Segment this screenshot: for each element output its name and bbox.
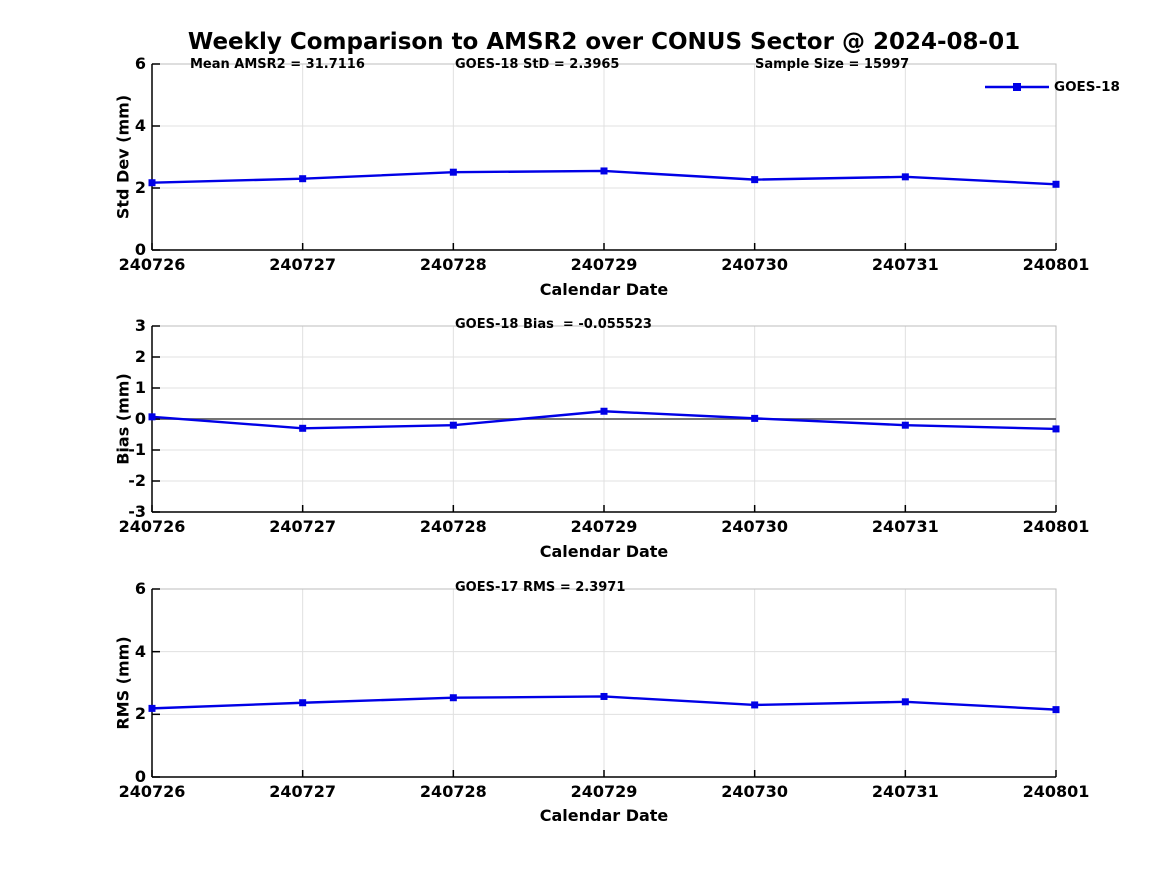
annotation-sample-size: Sample Size = 15997 [755,57,910,72]
y-tick-label: 2 [134,704,146,724]
x-tick-label: 240727 [269,255,337,274]
y-tick-label: 6 [134,54,146,73]
legend-label-goes18: GOES-18 [1054,79,1120,95]
y-tick-label: 0 [134,767,146,786]
x-tick-label: 240730 [721,255,789,274]
x-tick-label: 240731 [871,517,939,536]
x-tick-label: 240727 [269,782,337,801]
y-tick-label: -1 [128,440,146,459]
y-tick-label: -2 [128,471,146,490]
x-tick-label: 240726 [118,782,186,801]
y-tick-label: 0 [134,409,146,428]
annotation-goes18-bias: GOES-18 Bias = -0.055523 [455,317,652,332]
y-tick-label: 0 [134,240,146,259]
annotation-goes17-rms: GOES-17 RMS = 2.3971 [455,580,626,595]
chart-title: Weekly Comparison to AMSR2 over CONUS Se… [187,29,1021,55]
x-tick-label: 240730 [721,517,789,536]
x-axis-label-middle: Calendar Date [539,542,669,561]
y-axis-label-stddev: Std Dev (mm) [113,94,133,220]
x-axis-label-bottom: Calendar Date [539,806,669,825]
y-tick-label: 6 [134,579,146,598]
y-tick-label: 1 [134,378,146,397]
annotation-goes18-std: GOES-18 StD = 2.3965 [455,57,620,72]
x-tick-label: 240730 [721,782,789,801]
y-tick-label: 4 [134,116,146,135]
x-tick-label: 240801 [1022,517,1090,536]
annotation-mean-amsr2: Mean AMSR2 = 31.7116 [190,57,365,72]
y-tick-label: 4 [134,641,146,661]
x-tick-label: 240729 [570,255,638,274]
x-tick-label: 240729 [570,517,638,536]
x-tick-label: 240728 [419,782,487,801]
x-tick-label: 240729 [570,782,638,801]
y-tick-label: 3 [134,316,146,335]
x-tick-label: 240728 [419,255,487,274]
x-tick-label: 240726 [118,517,186,536]
y-tick-label: 2 [134,347,146,366]
x-tick-label: 240731 [871,782,939,801]
y-tick-label: 2 [134,178,146,197]
x-axis-label-top: Calendar Date [539,280,669,299]
y-tick-label: -3 [128,502,146,521]
x-tick-label: 240727 [269,517,337,536]
x-tick-label: 240801 [1022,782,1090,801]
x-tick-label: 240728 [419,517,487,536]
x-tick-label: 240726 [118,255,186,274]
x-tick-label: 240801 [1022,255,1090,274]
x-tick-label: 240731 [871,255,939,274]
